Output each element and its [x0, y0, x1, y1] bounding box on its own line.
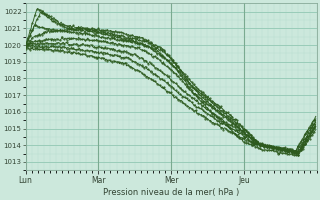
X-axis label: Pression niveau de la mer( hPa ): Pression niveau de la mer( hPa ) [103, 188, 239, 197]
